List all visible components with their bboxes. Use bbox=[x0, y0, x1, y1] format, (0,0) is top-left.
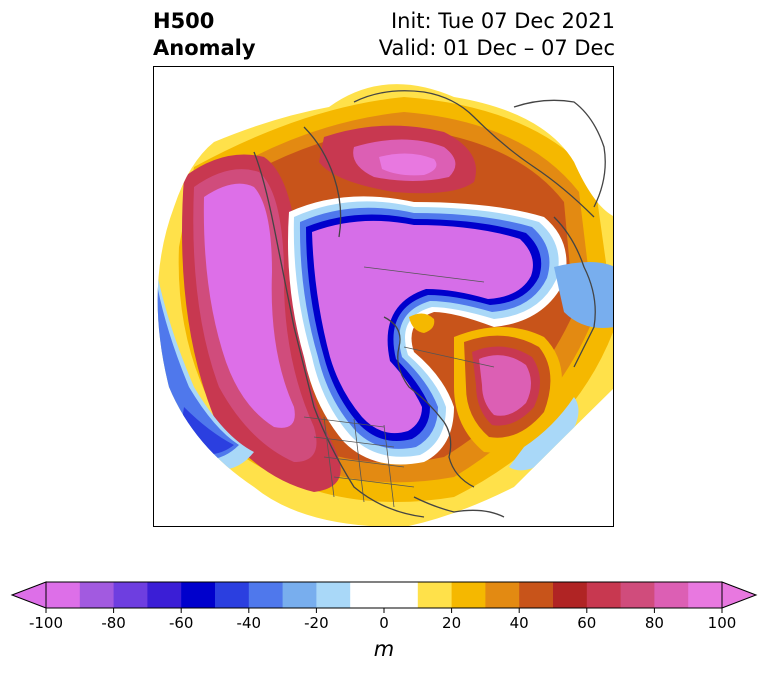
colorbar bbox=[10, 581, 758, 613]
colorbar-segment bbox=[451, 582, 486, 608]
colorbar-tick-label: -60 bbox=[168, 614, 194, 632]
title-line-1: H500 bbox=[153, 9, 215, 33]
colorbar-tick-label: -40 bbox=[236, 614, 262, 632]
colorbar-segment bbox=[181, 582, 216, 608]
coastlines bbox=[253, 90, 606, 518]
colorbar-extend-max bbox=[721, 581, 758, 609]
colorbar-tick-label: 100 bbox=[707, 614, 737, 632]
title-line-2: Anomaly bbox=[153, 36, 256, 60]
colorbar-segment bbox=[282, 582, 317, 608]
map-title: H500 Anomaly bbox=[153, 8, 256, 62]
init-date: Init: Tue 07 Dec 2021 bbox=[390, 9, 615, 33]
colorbar-ticks bbox=[45, 608, 723, 613]
colorbar-tick-label: 40 bbox=[509, 614, 529, 632]
colorbar-tick-label: 60 bbox=[577, 614, 597, 632]
anomaly-field bbox=[157, 84, 613, 526]
colorbar-segment bbox=[654, 582, 689, 608]
colorbar-segment bbox=[384, 582, 419, 608]
colorbar-segment bbox=[485, 582, 520, 608]
colorbar-segment bbox=[519, 582, 554, 608]
colorbar-tick-label: -80 bbox=[101, 614, 126, 632]
colorbar-segment bbox=[46, 582, 81, 608]
colorbar-segment bbox=[248, 582, 284, 608]
colorbar-tick-label: -20 bbox=[304, 614, 329, 632]
colorbar-segment bbox=[147, 582, 182, 608]
valid-date: Valid: 01 Dec – 07 Dec bbox=[378, 36, 615, 60]
colorbar-segment bbox=[553, 582, 588, 608]
colorbar-segments bbox=[46, 582, 723, 608]
colorbar-extend-min bbox=[10, 581, 47, 609]
colorbar-tick-label: -100 bbox=[28, 614, 64, 632]
colorbar-tick-label: 20 bbox=[442, 614, 462, 632]
colorbar-segment bbox=[350, 582, 385, 608]
colorbar-segment bbox=[79, 582, 115, 608]
anomaly-map bbox=[153, 66, 614, 527]
colorbar-segment bbox=[316, 582, 351, 608]
state-borders bbox=[303, 266, 495, 508]
colorbar-segment bbox=[417, 582, 453, 608]
colorbar-tick-label: 0 bbox=[379, 614, 389, 632]
date-info: Init: Tue 07 Dec 2021 Valid: 01 Dec – 07… bbox=[379, 8, 615, 62]
colorbar-segment bbox=[113, 582, 148, 608]
colorbar-segment bbox=[620, 582, 655, 608]
colorbar-segment bbox=[688, 582, 723, 608]
colorbar-tick-label: 80 bbox=[644, 614, 664, 632]
map-canvas bbox=[157, 84, 613, 526]
colorbar-segment bbox=[586, 582, 622, 608]
colorbar-units: m bbox=[373, 637, 395, 661]
colorbar-segment bbox=[215, 582, 250, 608]
